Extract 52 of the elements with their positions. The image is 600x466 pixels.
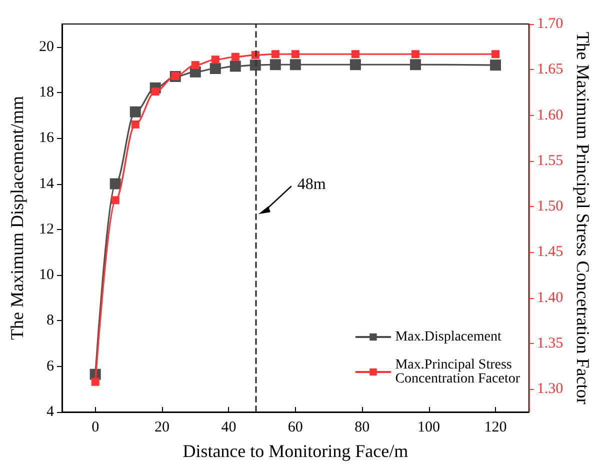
legend-label: Max.Displacement	[395, 330, 502, 344]
point	[110, 178, 121, 190]
x-tick-label: 60	[288, 420, 303, 436]
point	[291, 50, 300, 58]
point	[191, 61, 200, 70]
x-tick-label: 40	[221, 420, 236, 436]
y-tick-label: 10	[39, 267, 54, 284]
point	[231, 52, 240, 61]
annotation: 48m	[297, 176, 326, 194]
point	[211, 56, 220, 64]
point	[290, 59, 301, 70]
y2-tick-label: 1.70	[536, 16, 564, 32]
y-tick-label: 4	[46, 404, 54, 420]
y-tick-label: 14	[39, 176, 54, 192]
y2-tick-label: 1.50	[536, 198, 564, 215]
point	[111, 196, 120, 204]
y-tick-label: 18	[39, 84, 54, 100]
x-tick-label: 20	[154, 420, 170, 436]
point	[151, 88, 160, 96]
point	[411, 50, 420, 58]
y2-tick-label: 1.40	[536, 290, 564, 306]
point	[410, 59, 421, 70]
y-tick-label: 20	[39, 38, 54, 55]
point	[230, 60, 241, 72]
y2-axis-title: The Maximum Principal Stress Concetration Factor	[573, 32, 593, 404]
point	[492, 50, 500, 58]
y-axis-title: The Maximum Displacement/mm	[7, 96, 27, 340]
y-tick-label: 8	[46, 312, 54, 329]
point	[210, 63, 221, 74]
point	[351, 50, 360, 58]
y2-tick-label: 1.55	[536, 152, 564, 169]
y2-tick-label: 1.65	[536, 62, 564, 78]
y2-tick-label: 1.35	[536, 336, 564, 352]
point	[490, 60, 502, 71]
y-tick-label: 16	[39, 130, 54, 146]
y2-tick-label: 1.30	[536, 381, 564, 398]
x-tick-label: 100	[418, 420, 440, 436]
x-tick-label: 0	[92, 420, 100, 436]
point	[130, 106, 141, 118]
legend-label: Max.Principal Stress Concentration Facetor	[395, 358, 520, 386]
y2-tick-label: 1.60	[536, 107, 564, 124]
point	[270, 59, 281, 70]
point	[350, 59, 361, 70]
x-tick-label: 80	[354, 420, 370, 436]
y-tick-label: 6	[46, 358, 54, 374]
y2-tick-label: 1.45	[536, 244, 564, 260]
point	[271, 50, 280, 58]
point	[91, 378, 100, 386]
y-tick-label: 12	[39, 221, 54, 238]
x-tick-label: 120	[484, 420, 507, 436]
point	[131, 120, 140, 128]
x-axis-title: Distance to Monitoring Face/m	[182, 441, 408, 461]
